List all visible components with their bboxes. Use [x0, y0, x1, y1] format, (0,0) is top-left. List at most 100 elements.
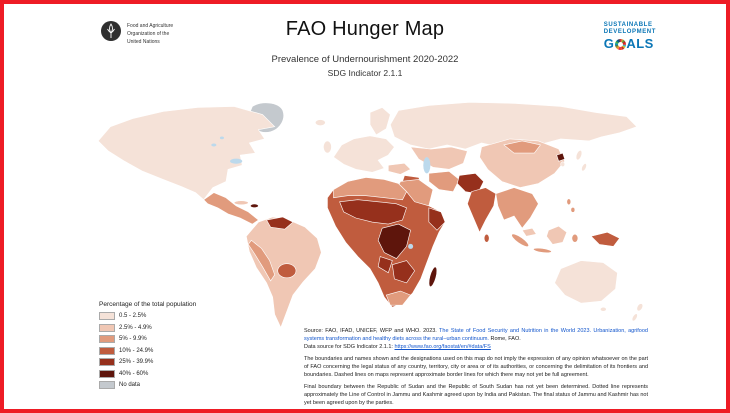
region-sahel: [339, 199, 407, 225]
region-tasmania: [599, 306, 607, 312]
sdg-wheel-icon: [614, 38, 626, 50]
region-iran: [428, 171, 460, 192]
legend-item: 40% - 60%: [99, 369, 196, 378]
fao-logo: Food and Agriculture Organization of the…: [100, 20, 173, 46]
region-borneo: [546, 225, 568, 245]
region-java: [533, 247, 552, 254]
region-scandinavia: [369, 107, 391, 136]
legend-item: 2.5% - 4.9%: [99, 323, 196, 332]
great-lakes: [230, 158, 243, 164]
region-north-america: [97, 106, 276, 201]
fao-logo-text: Food and Agriculture Organization of the…: [127, 20, 173, 46]
source-block: Source: FAO, IFAD, UNICEF, WFP and WHO. …: [304, 328, 648, 412]
sdg-goals-g: G: [603, 36, 615, 52]
region-central-asia: [409, 146, 468, 170]
legend-label: 5% - 9.9%: [119, 336, 147, 342]
region-sulawesi: [571, 233, 579, 243]
region-new-zealand-south: [631, 313, 638, 322]
fao-emblem-icon: [101, 21, 121, 41]
title-block: FAO Hunger Map Prevalence of Undernouris…: [4, 18, 726, 78]
region-new-zealand-north: [636, 303, 644, 312]
data-source-url[interactable]: https://www.fao.org/faostat/en/#data/FS: [394, 343, 491, 350]
map-legend: Percentage of the total population 0.5 -…: [99, 301, 196, 393]
canadian-lake-2: [219, 136, 224, 140]
legend-label: 2.5% - 4.9%: [119, 324, 152, 331]
boundaries-disclaimer: The boundaries and names shown and the d…: [304, 355, 648, 378]
legend-swatch: [99, 346, 115, 355]
legend-swatch: [99, 335, 115, 343]
fao-logo-line: United Nations: [127, 39, 160, 45]
region-central-america: [203, 192, 259, 225]
region-horn-of-africa: [428, 207, 446, 231]
source-citation: Source: FAO, IFAD, UNICEF, WFP and WHO. …: [304, 328, 648, 352]
region-north-africa: [333, 177, 407, 201]
subtitle: Prevalence of Undernourishment 2020-2022: [271, 54, 459, 65]
sdg-goals-rest: ALS: [626, 36, 654, 52]
region-north-korea: [556, 152, 566, 162]
legend-label: 40% - 60%: [119, 370, 149, 377]
sdg-logo: SUSTAINABLE DEVELOPMENT G ALS: [604, 22, 656, 52]
legend-swatch: [99, 369, 115, 378]
sdg-logo-line1: SUSTAINABLE: [603, 22, 653, 28]
source-suffix: Rome, FAO.: [488, 335, 521, 342]
world-map-svg: [97, 102, 644, 329]
region-central-africa: [377, 223, 411, 259]
region-southeast-asia: [495, 187, 539, 229]
region-malaysia: [521, 227, 537, 237]
region-philippines-1: [566, 198, 572, 206]
region-venezuela: [266, 216, 294, 230]
region-south-korea: [560, 161, 566, 167]
source-report-title: The State of Food Security and Nutrition…: [304, 328, 648, 342]
region-japan-north: [575, 149, 583, 161]
region-uk: [323, 140, 332, 154]
sudan-kashmir-disclaimer: Final boundary between the Republic of S…: [304, 383, 648, 406]
region-australia: [554, 260, 618, 304]
sdg-goals-wordmark: G ALS: [604, 36, 656, 52]
source-prefix: Source: FAO, IFAD, UNICEF, WFP and WHO. …: [304, 328, 440, 334]
region-haiti: [250, 203, 259, 208]
region-japan-south: [581, 163, 587, 172]
legend-swatch: [99, 323, 115, 332]
region-turkey: [387, 162, 412, 175]
legend-swatch: [99, 312, 115, 320]
data-source-label: Data source for SDG Indicator 2.1.1:: [304, 343, 395, 350]
region-iceland: [314, 119, 326, 127]
legend-item: 5% - 9.9%: [99, 335, 196, 343]
fao-logo-line: Organization of the: [127, 31, 170, 37]
region-philippines-2: [570, 207, 576, 213]
canadian-lake-1: [211, 143, 217, 147]
region-india: [467, 187, 497, 233]
legend-item: 0.5 - 2.5%: [99, 312, 196, 320]
region-china: [479, 138, 566, 188]
legend-label: No data: [119, 382, 141, 388]
region-sri-lanka: [483, 233, 490, 243]
sdg-logo-line2: DEVELOPMENT: [603, 29, 656, 36]
region-south-africa: [385, 290, 412, 306]
fao-logo-line: Food and Agriculture: [127, 23, 174, 29]
legend-label: 0.5 - 2.5%: [119, 313, 147, 319]
legend-swatch: [99, 358, 115, 366]
region-europe: [333, 135, 395, 173]
legend-label: 10% - 24.9%: [119, 347, 154, 354]
world-map: [84, 94, 652, 342]
legend-item: No data: [99, 381, 196, 389]
page-title: FAO Hunger Map: [285, 18, 445, 40]
legend-label: 25% - 39.9%: [119, 359, 154, 365]
region-cuba: [233, 200, 249, 206]
region-mongolia: [503, 140, 541, 154]
legend-title: Percentage of the total population: [99, 301, 197, 308]
legend-item: 25% - 39.9%: [99, 358, 196, 366]
region-madagascar: [428, 266, 438, 287]
region-new-guinea: [590, 231, 621, 247]
region-sumatra: [511, 233, 529, 247]
region-angola: [377, 256, 393, 274]
legend-swatch: [99, 381, 115, 389]
region-zambia-mozambique: [392, 260, 416, 284]
region-peru-ecuador: [247, 239, 276, 282]
region-bolivia: [277, 263, 297, 279]
region-russia: [389, 102, 638, 150]
sdg-indicator-label: SDG Indicator 2.1.1: [327, 68, 403, 78]
caspian-sea: [423, 157, 431, 174]
lake-victoria: [408, 243, 414, 249]
